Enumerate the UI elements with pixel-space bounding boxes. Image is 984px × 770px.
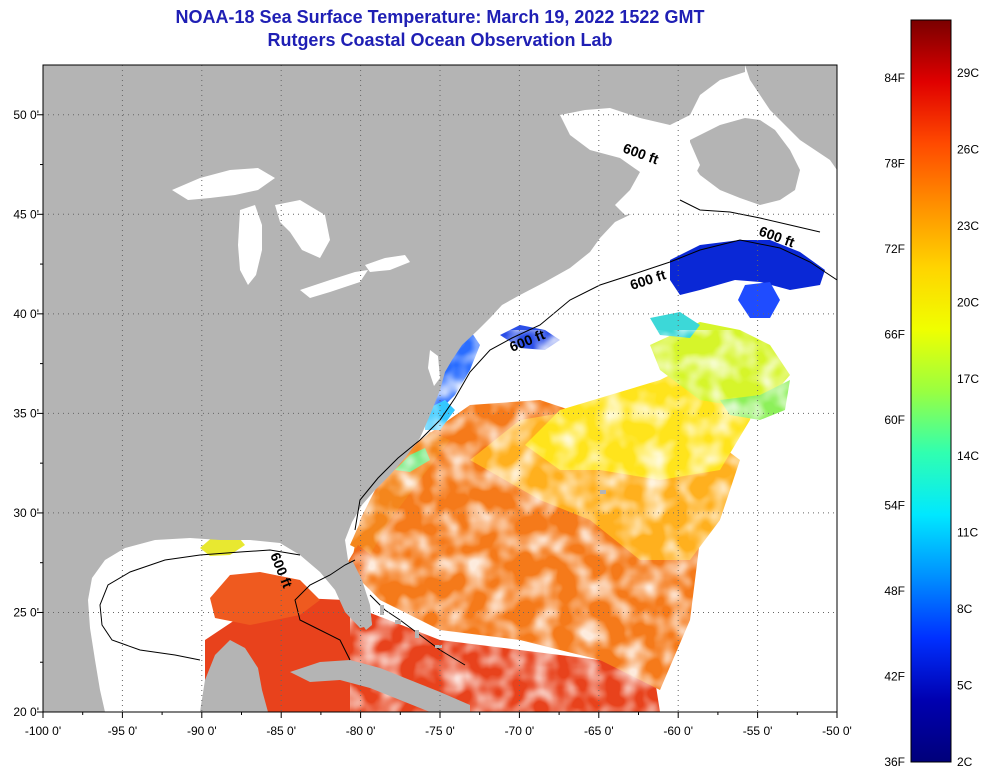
map-subtitle: Rutgers Coastal Ocean Observation Lab — [267, 30, 613, 50]
colorbar-f-label: 84F — [884, 71, 905, 85]
isobath-contours — [99, 199, 837, 666]
cuba-land — [290, 660, 470, 712]
colorbar-c-label: 23C — [957, 219, 979, 233]
contour-newfoundland — [679, 199, 821, 233]
colorbar-f-label: 36F — [884, 755, 905, 769]
contour-atlantic-shelf — [354, 239, 837, 531]
lat-tick-label: 35 0' — [13, 406, 39, 420]
sst-grandbanks-deep — [670, 240, 825, 295]
lon-tick-label: -85 0' — [266, 724, 296, 738]
lake-michigan — [238, 205, 262, 285]
sst-grandbanks-blue — [738, 282, 780, 318]
lon-tick-label: -80 0' — [346, 724, 376, 738]
lat-tick-label: 20 0' — [13, 705, 39, 719]
colorbar-c-label: 8C — [957, 602, 973, 616]
colorbar-f-label: 48F — [884, 584, 905, 598]
longitude-axis: -100 0' -95 0' -90 0' -85 0' -80 0' -75 0' -70… — [25, 712, 852, 738]
lat-tick-label: 50 0' — [13, 108, 39, 122]
colorbar-f-label: 60F — [884, 413, 905, 427]
lon-tick-label: -75 0' — [425, 724, 455, 738]
colorbar-c-label: 29C — [957, 66, 979, 80]
lon-tick-label: -55 0' — [743, 724, 773, 738]
newfoundland-land — [690, 118, 800, 205]
colorbar-f-label: 54F — [884, 499, 905, 513]
swath-no-data-east — [660, 420, 837, 712]
lon-tick-label: -70 0' — [505, 724, 535, 738]
yucatan-land — [200, 640, 268, 712]
colorbar-f-label: 66F — [884, 328, 905, 342]
colorbar-c-label: 11C — [957, 525, 978, 539]
colorbar-fahrenheit-labels: 84F 78F 72F 66F 60F 54F 48F 42F 36F — [884, 71, 905, 769]
lon-tick-label: -60 0' — [663, 724, 693, 738]
contour-gulf — [99, 549, 356, 661]
sst-gulf-warm — [210, 572, 320, 625]
florida-peninsula — [340, 560, 372, 630]
colorbar-c-label: 17C — [957, 372, 979, 386]
lon-tick-label: -95 0' — [108, 724, 138, 738]
colorbar-c-label: 5C — [957, 678, 973, 692]
colorbar-c-label: 26C — [957, 143, 979, 157]
lat-tick-label: 45 0' — [13, 207, 39, 221]
colorbar-celsius-labels: 29C 26C 23C 20C 17C 14C 11C 8C 5C 2C — [957, 66, 979, 769]
colorbar-f-label: 72F — [884, 242, 905, 256]
lon-tick-label: -100 0' — [25, 724, 61, 738]
lon-tick-label: -65 0' — [584, 724, 614, 738]
colorbar-f-label: 78F — [884, 157, 905, 171]
st-lawrence-gulf — [560, 110, 700, 215]
lake-superior — [172, 168, 275, 200]
lat-tick-label: 25 0' — [13, 605, 39, 619]
colorbar-c-label: 2C — [957, 755, 973, 769]
lat-tick-label: 40 0' — [13, 307, 39, 321]
latitude-axis: 50 0' 45 0' 40 0' 35 0' 30 0' 25 0' 20 0' — [13, 108, 43, 719]
colorbar-c-label: 14C — [957, 449, 979, 463]
lon-tick-label: -50 0' — [822, 724, 852, 738]
labrador-land — [745, 65, 837, 170]
lon-tick-label: -90 0' — [187, 724, 217, 738]
colorbar-f-label: 42F — [884, 670, 905, 684]
map-title: NOAA-18 Sea Surface Temperature: March 1… — [175, 7, 705, 27]
chesapeake-bay — [428, 350, 440, 386]
lake-erie — [300, 270, 368, 298]
bahamas-islands — [380, 490, 606, 648]
lat-tick-label: 30 0' — [13, 506, 39, 520]
lake-ontario — [365, 255, 410, 272]
colorbar-c-label: 20C — [957, 296, 979, 310]
colorbar — [910, 19, 952, 763]
land — [43, 65, 837, 712]
north-america-land — [43, 65, 745, 712]
